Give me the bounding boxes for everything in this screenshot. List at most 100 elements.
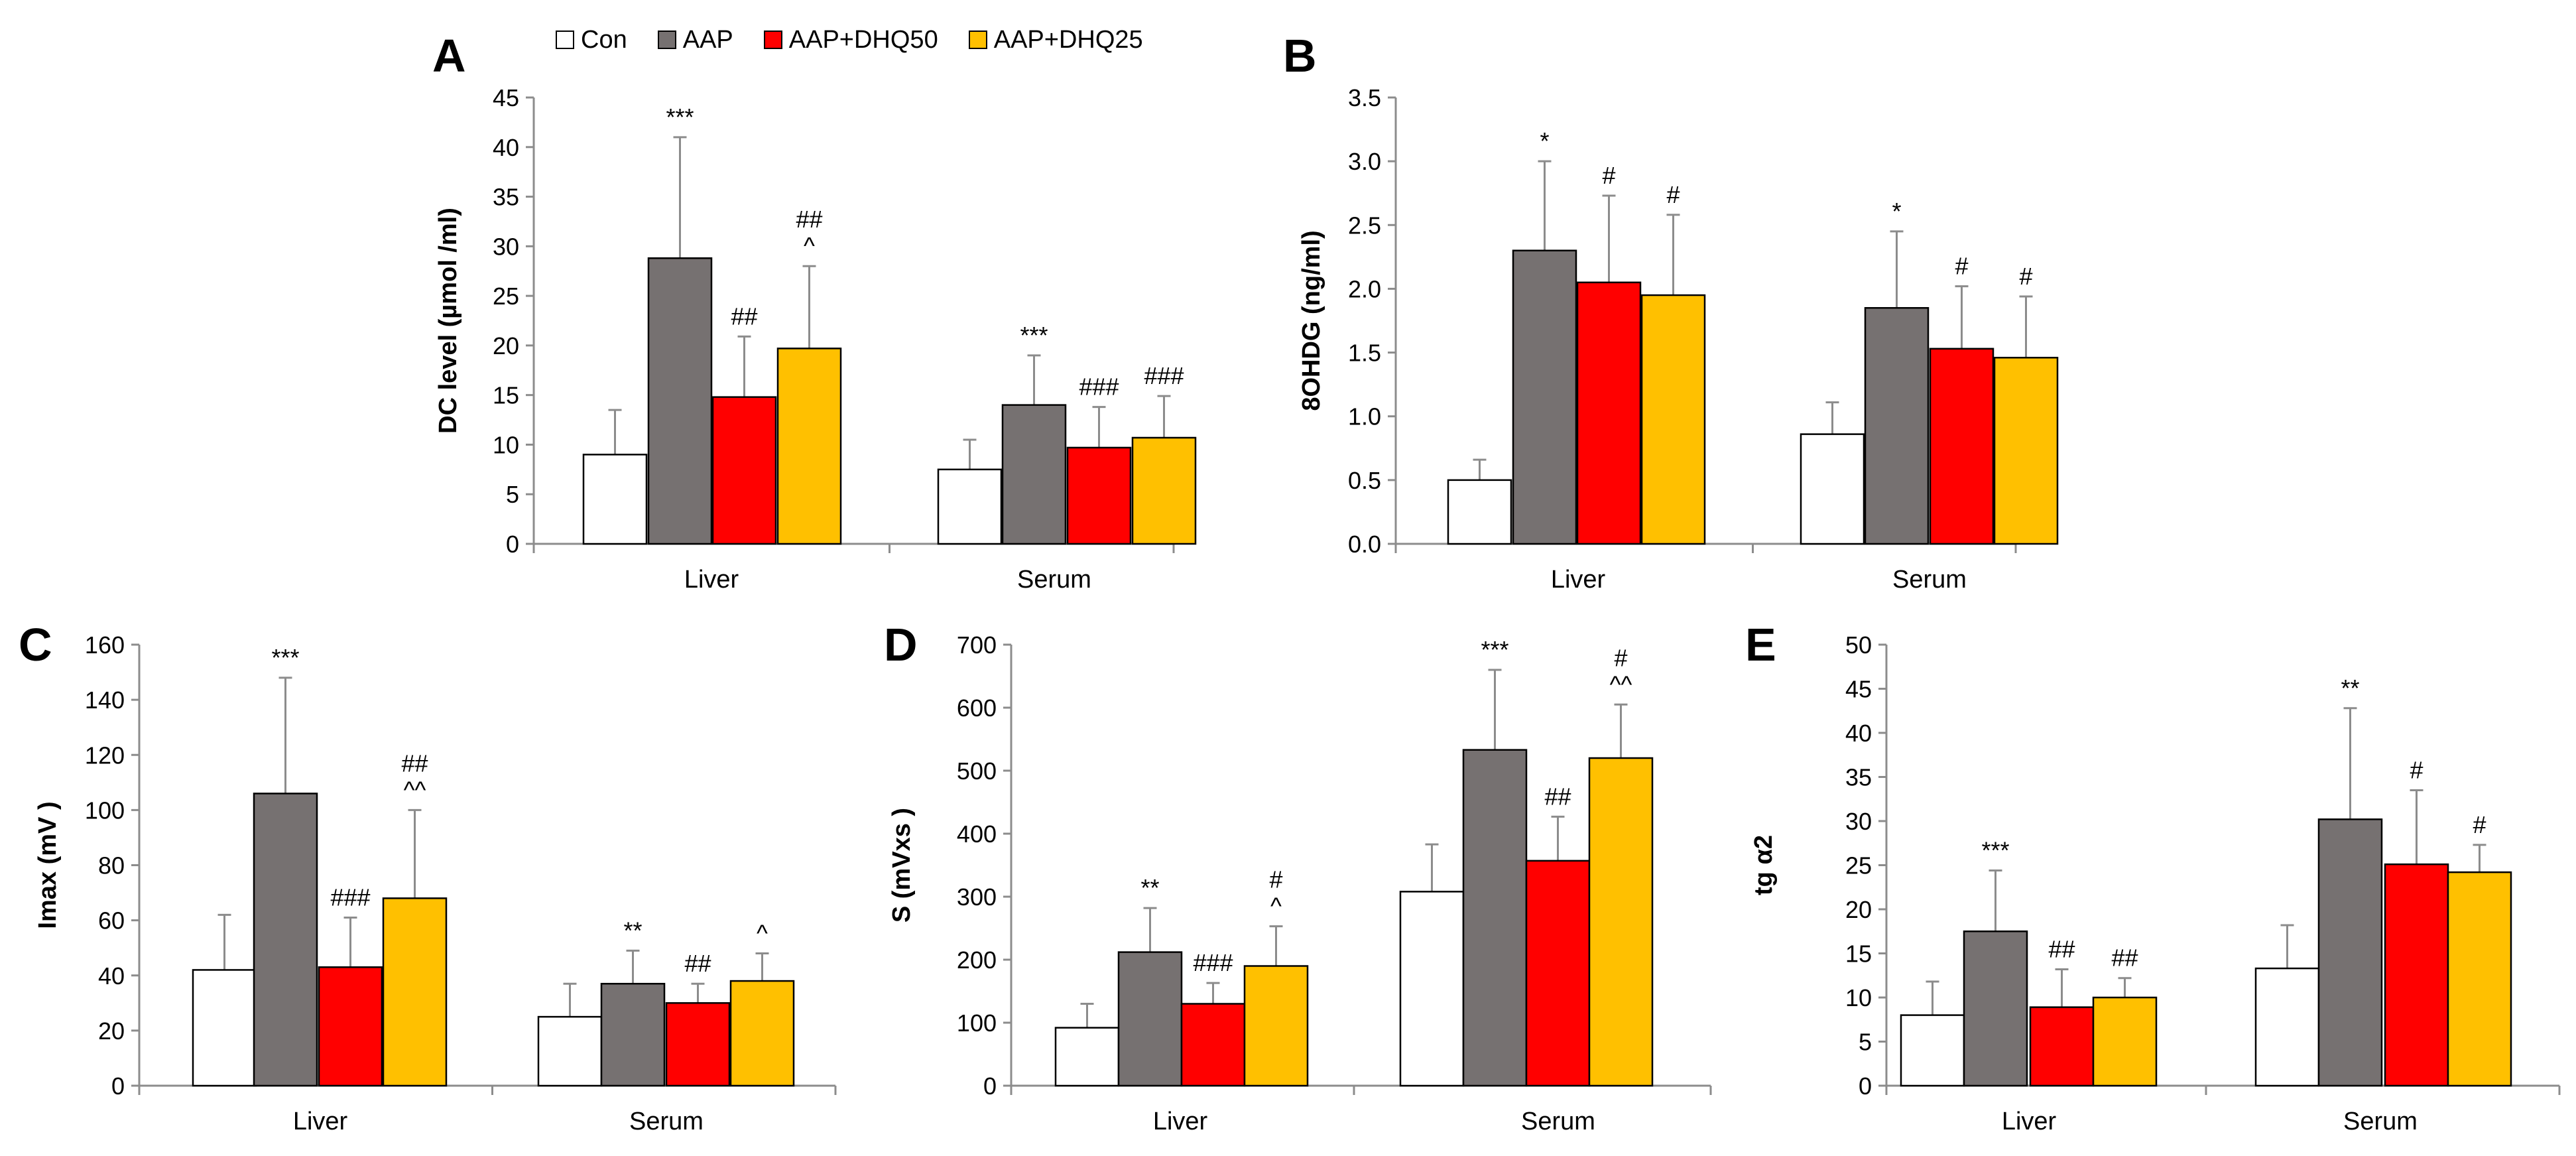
significance-label: # bbox=[2019, 263, 2032, 290]
significance-line: *** bbox=[1020, 322, 1048, 349]
y-tick-label: 0 bbox=[111, 1072, 125, 1100]
significance-label: ## bbox=[2111, 944, 2138, 972]
legend-label-aap-dhq50: AAP+DHQ50 bbox=[788, 25, 938, 54]
y-tick-label: 30 bbox=[1845, 808, 1872, 835]
panel-letter: E bbox=[1745, 619, 1776, 671]
significance-label: ## ^^ bbox=[401, 749, 428, 803]
significance-label: # bbox=[2410, 756, 2423, 783]
y-tick-label: 160 bbox=[85, 631, 125, 659]
significance-label: *** bbox=[1020, 322, 1048, 349]
y-tick-label: 30 bbox=[493, 233, 519, 260]
y-tick-label: 50 bbox=[1845, 631, 1872, 659]
significance-label: # bbox=[1955, 253, 1968, 280]
significance-label: *** bbox=[1481, 636, 1508, 663]
y-tick-label: 10 bbox=[493, 431, 519, 458]
significance-line: ^ bbox=[1270, 893, 1282, 920]
bar bbox=[1180, 1003, 1246, 1087]
significance-label: ^ bbox=[757, 920, 768, 947]
bar bbox=[1054, 1027, 1120, 1087]
bar bbox=[1864, 307, 1930, 545]
bar bbox=[382, 897, 448, 1087]
bar bbox=[1447, 479, 1512, 545]
significance-label: # bbox=[2473, 811, 2486, 838]
bar bbox=[776, 348, 842, 545]
significance-label: ## bbox=[2048, 935, 2075, 962]
significance-line: ## bbox=[2048, 935, 2075, 962]
bar bbox=[1900, 1014, 1965, 1087]
bar bbox=[665, 1002, 731, 1087]
significance-line: ### bbox=[1144, 362, 1184, 389]
y-tick-label: 35 bbox=[493, 184, 519, 211]
significance-line: ## bbox=[2111, 944, 2138, 972]
y-tick-label: 1.0 bbox=[1348, 403, 1381, 430]
significance-line: # bbox=[1269, 866, 1282, 893]
y-axis-title: DC level (µmol /ml) bbox=[434, 208, 462, 434]
bar bbox=[2447, 871, 2512, 1087]
y-tick-label: 140 bbox=[85, 686, 125, 714]
x-category-label: Serum bbox=[1892, 566, 1967, 594]
y-tick-label: 15 bbox=[493, 382, 519, 409]
legend-label-con: Con bbox=[581, 25, 627, 54]
bar bbox=[1993, 357, 2059, 545]
bar bbox=[1243, 965, 1309, 1087]
bar bbox=[1462, 749, 1528, 1087]
y-tick-label: 40 bbox=[493, 134, 519, 161]
y-axis-title: tg α2 bbox=[1750, 835, 1778, 895]
panel-letter: B bbox=[1283, 30, 1317, 82]
significance-label: ** bbox=[1140, 874, 1159, 901]
panel-b: B 0.0 0.5 1.0 1.5 2.0 2.5 3.0 3.5 8OHDG (ng/ml) Li… bbox=[1283, 30, 2059, 594]
y-tick-label: 60 bbox=[98, 907, 125, 934]
bar bbox=[1929, 348, 1994, 545]
y-tick-label: 2.5 bbox=[1348, 212, 1381, 239]
y-tick-label: 0.5 bbox=[1348, 467, 1381, 494]
significance-label: *** bbox=[666, 103, 694, 131]
legend-label-aap-dhq25: AAP+DHQ25 bbox=[993, 25, 1143, 54]
legend-swatch-aap-dhq50 bbox=[763, 31, 782, 49]
y-tick-label: 40 bbox=[1845, 720, 1872, 747]
bar bbox=[2092, 996, 2158, 1087]
significance-line: # bbox=[1614, 644, 1627, 671]
bar bbox=[192, 969, 257, 1087]
significance-label: ## bbox=[684, 950, 711, 977]
significance-line: ^^ bbox=[1610, 671, 1632, 698]
x-category-label: Serum bbox=[1017, 566, 1091, 594]
significance-line: ## bbox=[684, 950, 711, 977]
significance-line: ### bbox=[330, 883, 370, 911]
significance-label: ** bbox=[623, 917, 642, 944]
y-tick-label: 20 bbox=[98, 1017, 125, 1045]
bar bbox=[537, 1015, 603, 1087]
significance-line: *** bbox=[1481, 636, 1508, 663]
bar bbox=[937, 468, 1003, 545]
significance-label: *** bbox=[1981, 836, 2009, 864]
significance-line: * bbox=[1892, 198, 1901, 225]
y-tick-label: 3.5 bbox=[1348, 84, 1381, 111]
x-category-label: Liver bbox=[293, 1108, 348, 1135]
significance-label: # ^ bbox=[1269, 866, 1282, 920]
y-axis-title: 8OHDG (ng/ml) bbox=[1298, 230, 1325, 411]
bar bbox=[582, 454, 648, 545]
y-tick-label: 5 bbox=[1859, 1029, 1872, 1056]
x-category-label: Serum bbox=[629, 1108, 704, 1135]
legend-swatch-con bbox=[556, 31, 574, 49]
legend-label-aap: AAP bbox=[682, 25, 733, 54]
significance-label: *** bbox=[271, 644, 299, 671]
significance-line: # bbox=[2019, 263, 2032, 290]
significance-label: * bbox=[1892, 198, 1901, 225]
y-tick-label: 300 bbox=[957, 883, 997, 911]
bar bbox=[1399, 891, 1465, 1087]
panel-c: C 0 20 40 60 80 100 120 140 160 Imax (mV ) Liver Ser… bbox=[19, 619, 837, 1135]
bar bbox=[647, 257, 713, 545]
significance-line: # bbox=[1955, 253, 1968, 280]
y-tick-label: 15 bbox=[1845, 940, 1872, 968]
bar bbox=[2254, 967, 2320, 1087]
legend-item-aap-dhq25: AAP+DHQ25 bbox=[968, 25, 1143, 54]
y-tick-label: 0.0 bbox=[1348, 531, 1381, 558]
bar bbox=[2029, 1006, 2095, 1087]
y-tick-label: 10 bbox=[1845, 984, 1872, 1011]
significance-line: # bbox=[2473, 811, 2486, 838]
significance-label: ## bbox=[1544, 783, 1571, 810]
y-tick-label: 25 bbox=[1845, 852, 1872, 879]
bar bbox=[1640, 294, 1706, 545]
y-tick-label: 3.0 bbox=[1348, 148, 1381, 175]
